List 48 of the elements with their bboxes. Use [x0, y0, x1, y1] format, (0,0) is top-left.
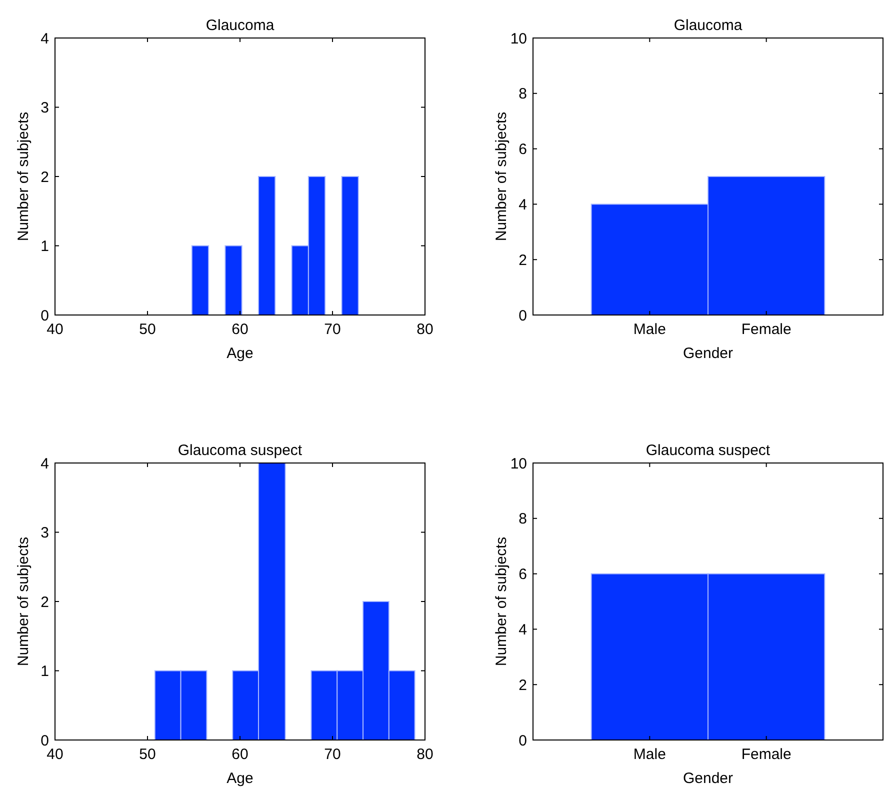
y-axis-title: Number of subjects — [493, 536, 510, 666]
x-tick-label: 80 — [416, 746, 434, 763]
y-tick-label: 2 — [40, 168, 49, 186]
y-tick-label: 2 — [518, 676, 527, 694]
y-tick-label: 0 — [40, 307, 49, 324]
x-tick-label: 70 — [324, 746, 341, 763]
y-tick-label: 0 — [40, 732, 49, 750]
x-tick-label: Male — [633, 746, 666, 763]
x-tick-label: 60 — [232, 321, 248, 338]
x-tick-label: Male — [633, 321, 666, 338]
chart-title: Glaucoma suspect — [178, 442, 303, 459]
chart-title: Glaucoma — [206, 17, 275, 34]
y-tick-label: 10 — [510, 455, 527, 472]
x-tick-label: 60 — [232, 746, 248, 763]
y-tick-label: 1 — [40, 663, 49, 680]
y-tick-label: 8 — [518, 510, 527, 528]
y-tick-label: 2 — [40, 594, 49, 611]
x-axis-title: Gender — [682, 770, 734, 787]
x-axis-title: Gender — [682, 345, 734, 362]
y-tick-label: 0 — [518, 732, 527, 750]
x-tick-label: 50 — [139, 321, 156, 338]
x-tick-label: Female — [741, 321, 792, 338]
y-tick-label: 8 — [518, 86, 527, 103]
x-tick-label: 50 — [139, 746, 156, 763]
x-axis-title: Age — [226, 770, 254, 787]
chart-title: Glaucoma suspect — [646, 442, 771, 459]
y-axis-title: Number of subjects — [15, 536, 32, 666]
y-tick-label: 4 — [40, 455, 49, 472]
y-tick-label: 6 — [518, 566, 527, 584]
y-tick-label: 3 — [40, 100, 49, 116]
y-tick-label: 0 — [518, 307, 527, 324]
y-tick-label: 2 — [518, 252, 527, 269]
y-tick-label: 1 — [40, 238, 49, 255]
chart-title: Glaucoma — [674, 17, 743, 34]
y-tick-label: 10 — [510, 30, 527, 48]
x-tick-label: 70 — [324, 321, 341, 338]
y-tick-label: 4 — [518, 196, 527, 214]
x-tick-label: 40 — [46, 746, 64, 763]
y-tick-label: 6 — [518, 141, 527, 158]
x-tick-label: 40 — [46, 321, 64, 338]
x-axis-title: Age — [226, 345, 254, 362]
y-tick-label: 4 — [40, 30, 49, 48]
y-tick-label: 3 — [40, 524, 49, 542]
x-tick-label: Female — [741, 746, 792, 763]
y-tick-label: 4 — [518, 621, 527, 638]
y-axis-title: Number of subjects — [493, 112, 510, 242]
x-tick-label: 80 — [416, 321, 434, 338]
y-axis-title: Number of subjects — [15, 112, 32, 242]
